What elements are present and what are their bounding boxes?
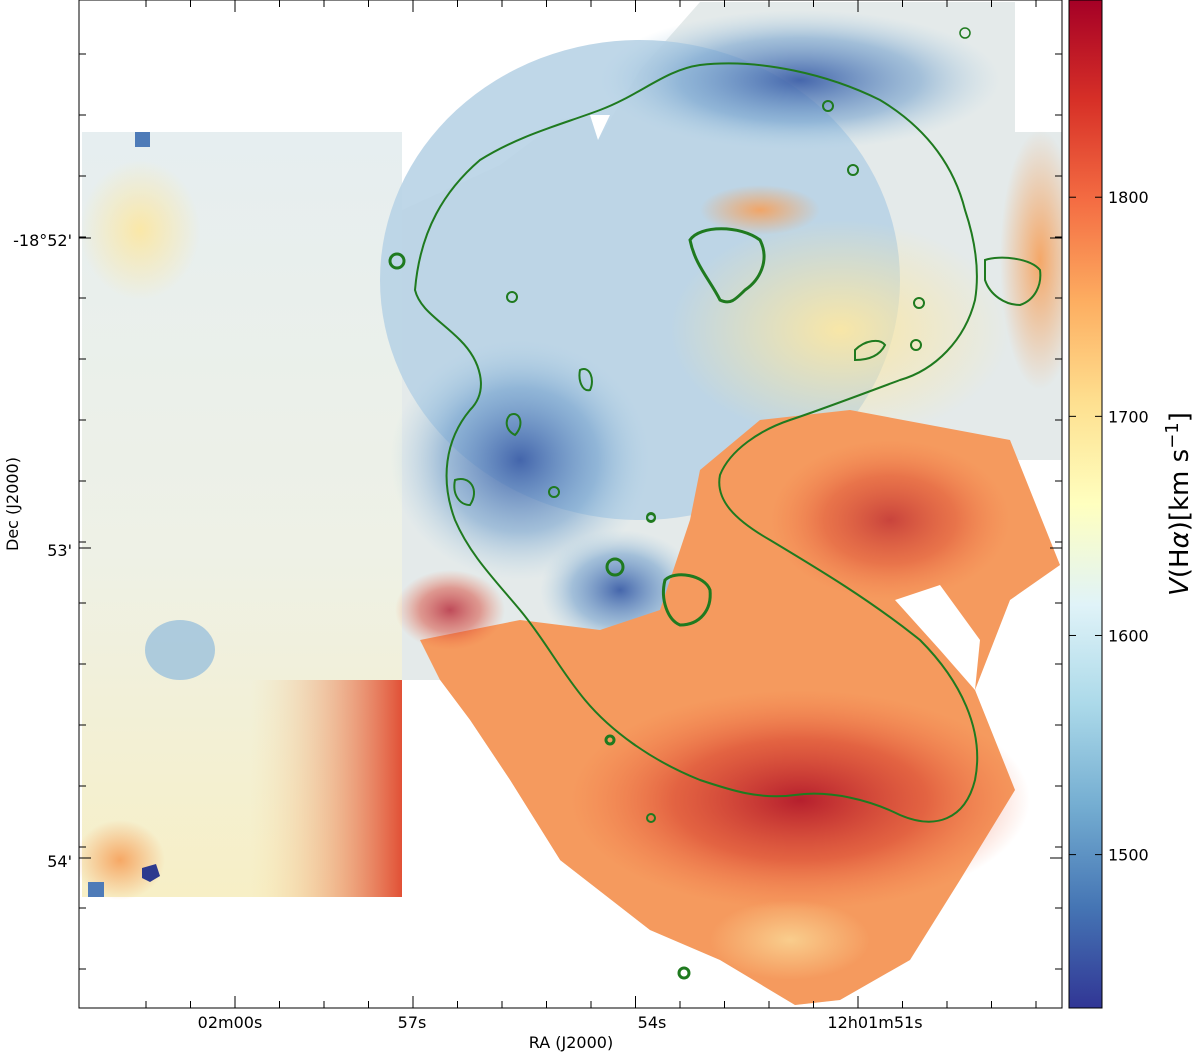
south-west-corner-patch xyxy=(79,820,165,900)
east-contour xyxy=(984,256,1042,307)
knot-contour-11 xyxy=(913,297,925,309)
y-tick-label: 53' xyxy=(47,541,72,560)
plot-frame xyxy=(78,0,1063,1009)
shell-contour xyxy=(413,62,979,823)
x-axis-label: RA (J2000) xyxy=(529,1033,613,1052)
y-ticks xyxy=(79,53,1062,970)
knot-contour-3 xyxy=(854,339,887,362)
south-east-peak xyxy=(570,690,1030,910)
y-tick-label: 54' xyxy=(47,852,72,871)
colorbar-label: V(Hα)[km s−1] xyxy=(1162,412,1196,596)
map-gap-north-notch xyxy=(590,115,610,140)
knot-contour-16 xyxy=(646,513,656,523)
knot-contour-17 xyxy=(604,734,616,746)
south-west-red-patch xyxy=(395,570,505,650)
knot-contour-2 xyxy=(662,573,712,627)
knot-contour-10 xyxy=(506,291,518,303)
colorbar-tick-label: 1700 xyxy=(1108,407,1149,426)
x-tick-label: 57s xyxy=(398,1013,427,1032)
knot-contour-5 xyxy=(453,478,475,507)
west-dark-pixel xyxy=(142,864,160,882)
south-yellow-lower xyxy=(710,900,870,980)
east-edge-orange xyxy=(1000,130,1062,390)
west-blue-pixel-1 xyxy=(88,882,104,897)
x-tick-label: 54s xyxy=(638,1013,667,1032)
x-tick-label: 12h01m51s xyxy=(827,1013,922,1032)
y-axis-label: Dec (J2000) xyxy=(3,457,22,551)
colorbar-tick-label: 1600 xyxy=(1108,626,1149,645)
map-gap-east-notch xyxy=(895,585,980,690)
x-tick-label: 02m00s xyxy=(198,1013,263,1032)
x-ticks xyxy=(145,0,1037,1008)
knot-contour-8 xyxy=(959,27,971,39)
colorbar-tick-label: 1500 xyxy=(1108,846,1149,865)
knot-contour-4 xyxy=(578,368,593,392)
shell-yellow-north xyxy=(700,185,820,235)
colorbar-ticks: 1500 1600 1700 1800 xyxy=(1069,188,1149,865)
y-axis: -18°52' 53' 54' 54' Dec (J2000) xyxy=(3,53,1062,970)
shell-blue-north xyxy=(600,10,1000,150)
south-east-red-2 xyxy=(770,440,1010,600)
shell-yellow-east xyxy=(670,220,1010,440)
west-blue-pixel-2 xyxy=(135,132,150,147)
y-tick-label: -18°52' xyxy=(13,231,72,250)
x-axis: 02m00s 57s 54s 12h01m51s RA (J2000) xyxy=(145,0,1037,1052)
knot-contour-13 xyxy=(548,486,560,498)
knot-contour-1 xyxy=(688,227,766,304)
contour-group xyxy=(388,27,1042,980)
knot-contour-7 xyxy=(822,100,834,112)
map-gap-south xyxy=(402,680,560,1008)
velocity-map xyxy=(79,2,1062,1008)
knot-contour-12 xyxy=(605,557,625,577)
knot-contour-18 xyxy=(646,813,656,823)
west-field-blue-patch xyxy=(145,620,215,680)
knot-contour-6 xyxy=(505,413,522,437)
knot-contour-19 xyxy=(847,164,859,176)
west-field-yellow-patch xyxy=(80,160,200,300)
knot-contour-14 xyxy=(677,966,691,980)
colorbar-tick-label: 1800 xyxy=(1108,188,1149,207)
west-field-red-gradient xyxy=(250,680,402,897)
colorbar: 1500 1600 1700 1800 V(Hα)[km s−1] xyxy=(1068,0,1196,1009)
colorbar-gradient xyxy=(1068,0,1103,1009)
knot-contour-20 xyxy=(910,339,922,351)
knot-contour-9 xyxy=(388,252,406,270)
